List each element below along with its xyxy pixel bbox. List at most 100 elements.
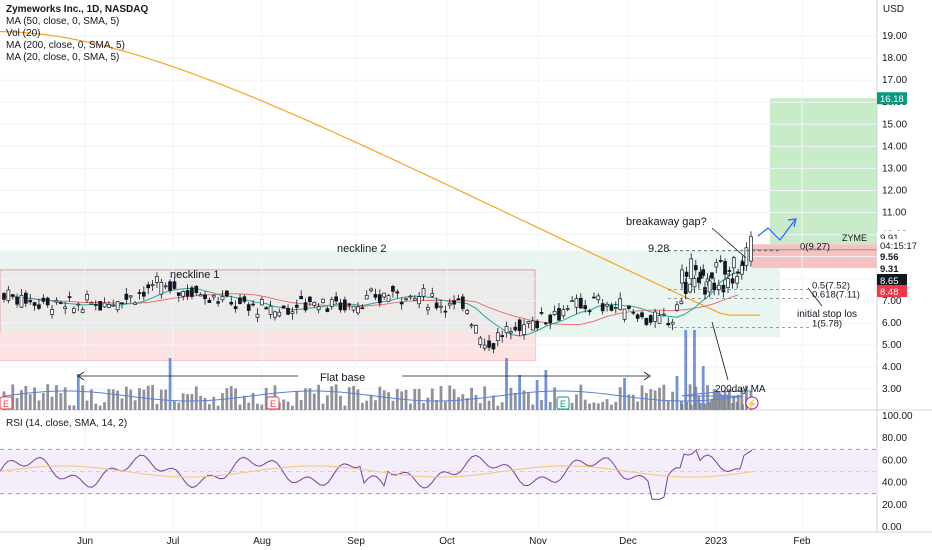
volume-bar [312, 393, 316, 410]
volume-bar [321, 403, 325, 410]
candle-body [211, 295, 216, 298]
candle-body [631, 311, 636, 314]
candle-body [657, 315, 662, 324]
volume-bar [666, 400, 670, 410]
volume-bar [177, 402, 181, 410]
candle-body [360, 307, 365, 310]
candle-body [312, 301, 317, 306]
price-tick-label: 17.00 [882, 75, 907, 86]
candle-body [683, 281, 688, 294]
volume-bar [207, 404, 211, 410]
volume-bar [706, 385, 709, 410]
volume-bar [15, 397, 19, 410]
volume-bar [133, 400, 137, 410]
price-label-text: 9.56 [880, 252, 899, 263]
volume-bar [94, 403, 98, 410]
candle-body [238, 297, 242, 304]
candle-body [133, 302, 137, 305]
candle-body [404, 298, 408, 301]
candle-body [155, 276, 159, 283]
volume-bar [570, 402, 574, 410]
rsi-ma-line [0, 465, 753, 478]
candle-body [662, 313, 666, 316]
candle-body [644, 317, 649, 325]
ma200-line [0, 31, 760, 316]
volume-bar [740, 388, 744, 410]
volume-bar [142, 389, 146, 410]
candle-body [329, 299, 334, 307]
candle-body [430, 293, 435, 297]
volume-bar [247, 402, 251, 410]
candle-body [456, 298, 461, 301]
volume-bar [334, 384, 338, 410]
legend-ma50: MA (50, close, 0, SMA, 5) [6, 16, 120, 27]
volume-bar [717, 391, 721, 410]
candle-body [714, 262, 719, 268]
candle-body [689, 258, 694, 280]
event-marker: E [0, 396, 13, 410]
fib-label: 1(5.78) [812, 319, 842, 330]
price-axis-label: 9.56 [877, 250, 907, 263]
annotations-layer: neckline 1 neckline 2 Flat base breakaway g… [0, 216, 860, 410]
event-marker: E [556, 396, 570, 410]
volume-bar [535, 380, 539, 410]
volume-bar [343, 405, 347, 410]
volume-bar [146, 385, 150, 410]
volume-bar [72, 405, 76, 410]
candle-body [679, 300, 684, 304]
volume-bar [710, 398, 714, 410]
candle-body [141, 291, 146, 297]
candle-body [115, 301, 120, 311]
candle-body [495, 332, 500, 341]
volume-bar [548, 402, 552, 410]
projection-arrowhead [787, 218, 797, 228]
time-tick-label: Feb [793, 536, 811, 547]
candle-body [10, 294, 15, 297]
candle-body [535, 320, 539, 329]
volume-bar [465, 397, 469, 410]
candle-body [67, 296, 72, 298]
rsi-tick-label: 0.00 [882, 522, 902, 533]
candle-body [290, 311, 295, 314]
annotation-9-28: 9.28 [648, 243, 669, 255]
volume-bar [242, 395, 246, 410]
candle-body [557, 308, 561, 321]
volume-bar [356, 389, 360, 410]
candle-body [107, 304, 111, 308]
price-axis-label: 16.18 [877, 92, 907, 105]
projection-path [757, 219, 796, 241]
volume-bar [413, 388, 417, 410]
volume-bar [579, 384, 583, 410]
candle-body [32, 302, 37, 306]
arrowhead-right [643, 371, 651, 381]
axes-layer: 19.0018.0017.0016.0015.0014.0013.0012.00… [77, 31, 917, 547]
candle-body [76, 303, 81, 306]
candle-body [412, 298, 417, 301]
candle-body [325, 308, 330, 312]
volume-bar [374, 400, 377, 410]
candle-body [72, 308, 76, 313]
volume-bar [723, 390, 727, 410]
candle-body [268, 305, 273, 315]
volume-bar [636, 401, 640, 410]
candle-body [698, 271, 703, 280]
candle-body [736, 271, 741, 274]
candle-body [596, 295, 601, 301]
candle-body [89, 302, 94, 305]
volume-bar [234, 388, 238, 410]
volume-bar [251, 392, 255, 410]
candle-body [421, 288, 426, 297]
time-tick-label: 2023 [705, 536, 728, 547]
annotation-neckline-2: neckline 2 [337, 243, 387, 255]
rsi-tick-label: 80.00 [882, 433, 907, 444]
volume-bar [295, 391, 299, 410]
candle-body [159, 282, 164, 295]
price-label-bg [877, 250, 907, 262]
candle-body [225, 290, 229, 297]
volume-bar [592, 402, 596, 410]
candle-body [137, 292, 142, 294]
volume-bar [457, 397, 460, 410]
candle-body [461, 296, 465, 309]
rsi-line [0, 449, 753, 500]
